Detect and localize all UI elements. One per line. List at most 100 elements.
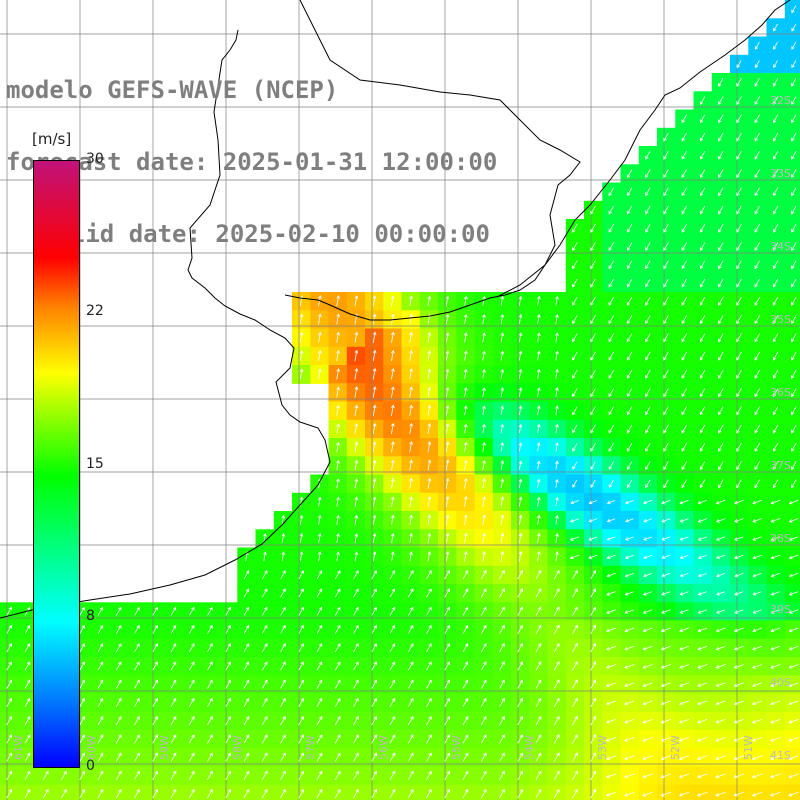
wind-arrow-head	[317, 533, 322, 537]
wind-arrow-head	[300, 570, 304, 574]
wind-arrow-head	[590, 466, 594, 470]
wind-cell	[730, 584, 749, 603]
wind-arrow-head	[606, 592, 610, 596]
wind-arrow-head	[172, 643, 177, 647]
wind-arrow	[734, 791, 745, 796]
wind-cell	[748, 292, 768, 311]
wind-arrow	[353, 607, 359, 616]
wind-arrow-head	[574, 679, 578, 684]
wind-cell	[328, 383, 348, 403]
wind-cell	[237, 675, 257, 695]
wind-arrow-head	[26, 697, 31, 702]
wind-cell	[346, 766, 366, 786]
wind-arrow	[371, 771, 377, 781]
wind-cell	[127, 675, 147, 695]
wind-arrow-head	[318, 350, 322, 354]
wind-arrow	[698, 591, 707, 595]
wind-arrow	[590, 278, 596, 288]
wind-arrow	[608, 296, 615, 306]
wind-cell	[346, 310, 366, 330]
wind-arrow-head	[536, 350, 541, 355]
wind-arrow	[372, 296, 376, 307]
wind-arrow-head	[734, 537, 738, 541]
lat-label: 41S	[770, 749, 791, 762]
wind-cell	[784, 474, 800, 494]
wind-cell	[766, 346, 786, 366]
wind-arrow	[772, 442, 779, 452]
wind-arrow	[462, 716, 469, 726]
wind-arrow-head	[300, 679, 304, 684]
wind-arrow	[152, 771, 158, 781]
wind-cell	[438, 711, 457, 731]
wind-cell	[620, 657, 640, 676]
wind-arrow-head	[154, 734, 158, 739]
wind-cell	[0, 730, 19, 749]
wind-cell	[109, 766, 129, 786]
wind-arrow	[590, 588, 596, 598]
wind-cell	[638, 584, 658, 603]
wind-cell	[18, 693, 38, 713]
wind-arrow	[626, 351, 633, 361]
wind-cell	[730, 474, 749, 494]
wind-arrow	[772, 315, 779, 324]
wind-arrow	[170, 643, 177, 653]
wind-cell	[675, 693, 695, 713]
wind-cell	[675, 383, 695, 403]
wind-arrow-head	[336, 313, 340, 318]
wind-cell	[328, 766, 348, 786]
wind-cell	[474, 657, 494, 676]
wind-cell	[602, 255, 622, 275]
wind-cell	[675, 638, 695, 658]
wind-arrow-head	[697, 646, 702, 651]
wind-cell	[419, 474, 439, 494]
wind-arrow-head	[699, 448, 704, 452]
wind-arrow	[280, 570, 286, 580]
wind-cell	[693, 401, 713, 421]
wind-arrow-head	[752, 592, 757, 596]
wind-cell	[620, 602, 640, 622]
wind-arrow-head	[681, 283, 685, 288]
wind-arrow-head	[45, 770, 49, 775]
wind-arrow	[225, 734, 231, 744]
wind-cell	[784, 383, 800, 403]
wind-arrow-head	[446, 734, 450, 739]
wind-arrow-head	[699, 265, 704, 270]
wind-arrow-head	[373, 752, 377, 757]
wind-cell	[638, 200, 658, 220]
wind-arrow	[588, 536, 598, 541]
wind-arrow-head	[663, 411, 667, 416]
wind-arrow	[553, 607, 560, 616]
wind-arrow-head	[391, 386, 395, 391]
wind-arrow	[134, 789, 140, 799]
wind-cell	[602, 419, 622, 439]
wind-arrow	[482, 551, 485, 562]
wind-cell	[419, 511, 439, 530]
wind-arrow-head	[372, 349, 377, 354]
wind-arrow-head	[736, 137, 740, 142]
wind-arrow-head	[282, 606, 286, 611]
wind-arrow-head	[100, 734, 104, 738]
wind-cell	[675, 711, 695, 731]
wind-cell	[456, 438, 476, 457]
wind-arrow-head	[788, 500, 793, 505]
wind-arrow	[462, 698, 469, 707]
wind-cell	[675, 474, 695, 494]
wind-arrow-head	[679, 519, 684, 523]
wind-arrow	[336, 497, 339, 507]
wind-arrow	[752, 791, 763, 796]
wind-cell	[419, 346, 439, 366]
wind-arrow-head	[410, 570, 414, 574]
wind-cell	[383, 292, 403, 311]
wind-arrow	[389, 734, 396, 744]
wind-arrow	[535, 771, 542, 781]
wind-arrow-head	[590, 356, 594, 361]
wind-arrow-head	[336, 496, 340, 501]
wind-arrow-head	[299, 496, 304, 501]
wind-cell	[784, 54, 800, 74]
wind-cell	[766, 748, 786, 768]
wind-arrow-head	[518, 350, 523, 355]
wind-cell	[438, 638, 457, 658]
wind-arrow	[298, 753, 304, 762]
wind-arrow	[407, 734, 414, 744]
wind-cell	[200, 638, 220, 658]
